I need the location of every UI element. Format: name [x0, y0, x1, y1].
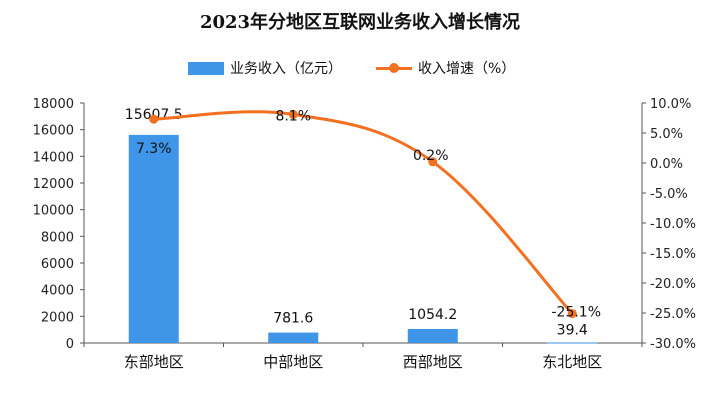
bar	[407, 328, 458, 343]
left-tick-label: 14000	[33, 150, 74, 165]
left-tick-label: 0	[66, 337, 74, 352]
x-tick-label: 东北地区	[542, 353, 602, 371]
right-tick-label: -20.0%	[650, 277, 696, 292]
growth-value-label: 0.2%	[413, 148, 449, 164]
left-tick-label: 2000	[41, 310, 74, 325]
left-tick-label: 10000	[33, 204, 74, 219]
legend-label-revenue: 业务收入（亿元）	[230, 61, 342, 77]
left-tick-label: 4000	[41, 284, 74, 299]
right-tick-label: -15.0%	[650, 247, 696, 262]
growth-line	[153, 110, 574, 315]
legend-bar-swatch	[188, 61, 224, 75]
growth-point	[149, 114, 159, 124]
bar	[547, 342, 598, 344]
bar-value-label: 39.4	[557, 322, 588, 338]
right-tick-label: 5.0%	[650, 127, 683, 142]
left-tick-label: 18000	[33, 97, 74, 112]
legend-line-swatch	[376, 62, 412, 75]
left-tick-label: 16000	[33, 124, 74, 139]
x-tick-label: 东部地区	[124, 353, 184, 371]
right-tick-label: -10.0%	[650, 217, 696, 232]
right-tick-label: -5.0%	[650, 187, 688, 202]
legend-label-growth: 收入增速（%）	[418, 61, 516, 77]
right-tick-label: -25.0%	[650, 307, 696, 322]
left-tick-label: 6000	[41, 257, 74, 272]
growth-value-label: 7.3%	[136, 141, 172, 157]
left-tick-label: 12000	[33, 177, 74, 192]
chart-title: 2023年分地区互联网业务收入增长情况	[199, 12, 521, 33]
right-tick-label: -30.0%	[650, 337, 696, 352]
growth-value-label: 8.1%	[275, 108, 311, 124]
growth-point	[567, 309, 577, 319]
x-tick-label: 中部地区	[263, 353, 323, 371]
growth-value-label: -25.1%	[551, 305, 601, 321]
legend-item-revenue: 业务收入（亿元）	[188, 58, 342, 78]
x-tick-label: 西部地区	[403, 353, 463, 371]
bar-value-label: 1054.2	[408, 307, 457, 323]
growth-point	[428, 157, 438, 167]
bar-value-label: 781.6	[273, 311, 313, 327]
bar	[268, 332, 319, 343]
left-tick-label: 8000	[41, 230, 74, 245]
bar	[128, 134, 179, 343]
legend-item-growth: 收入增速（%）	[376, 58, 515, 78]
right-tick-label: 10.0%	[650, 97, 691, 112]
legend: 业务收入（亿元） 收入增速（%）	[0, 58, 720, 78]
right-tick-label: 0.0%	[650, 157, 683, 172]
growth-point	[288, 109, 298, 119]
